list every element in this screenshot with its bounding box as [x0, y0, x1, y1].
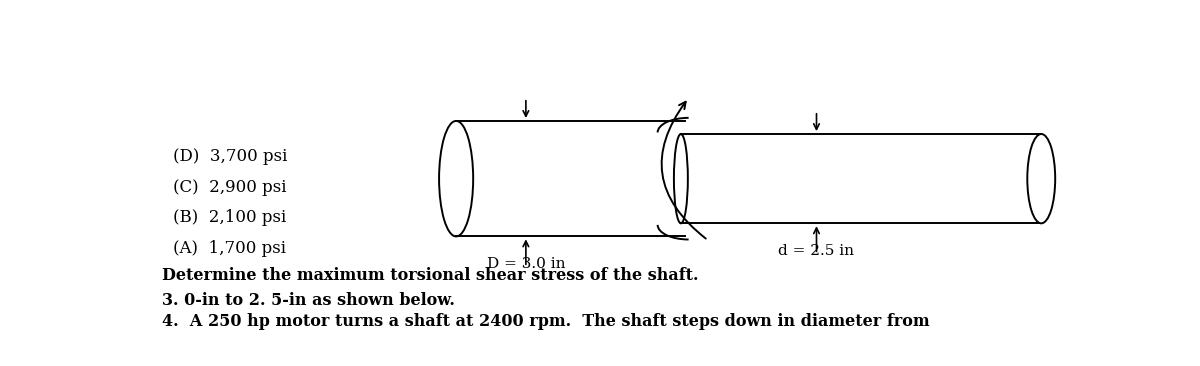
Ellipse shape [439, 121, 473, 236]
Ellipse shape [1027, 134, 1055, 223]
Text: 3. 0-in to 2. 5-in as shown below.: 3. 0-in to 2. 5-in as shown below. [162, 292, 455, 309]
FancyArrowPatch shape [661, 102, 706, 239]
Text: Determine the maximum torsional shear stress of the shaft.: Determine the maximum torsional shear st… [162, 267, 698, 284]
Ellipse shape [674, 134, 688, 223]
Polygon shape [680, 134, 724, 223]
Text: d = 2.5 in: d = 2.5 in [779, 244, 854, 258]
Text: (A)  1,700 psi: (A) 1,700 psi [173, 240, 287, 257]
Text: (C)  2,900 psi: (C) 2,900 psi [173, 179, 287, 196]
Text: 4.  A 250 hp motor turns a shaft at 2400 rpm.  The shaft steps down in diameter : 4. A 250 hp motor turns a shaft at 2400 … [162, 313, 929, 330]
Text: (B)  2,100 psi: (B) 2,100 psi [173, 209, 287, 227]
Text: D = 3.0 in: D = 3.0 in [487, 257, 565, 271]
Text: (D)  3,700 psi: (D) 3,700 psi [173, 148, 288, 165]
Polygon shape [456, 121, 685, 236]
Polygon shape [724, 134, 1042, 223]
